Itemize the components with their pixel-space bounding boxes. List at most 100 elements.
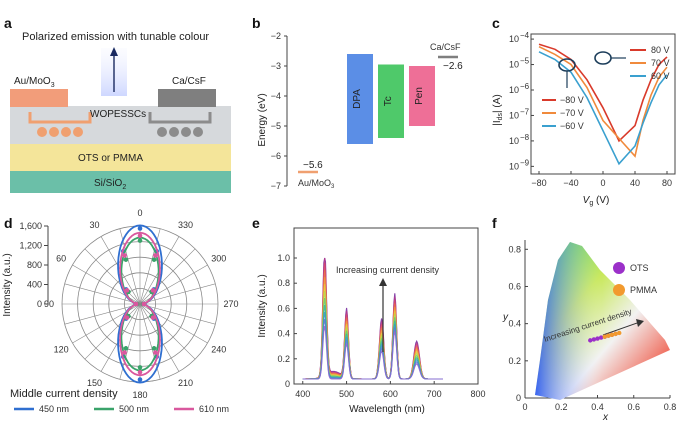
c-legend-left-label: −60 V bbox=[560, 121, 584, 131]
b-ytick-label: −4 bbox=[271, 91, 281, 101]
panel-a: a Polarized emission with tunable colour… bbox=[4, 15, 231, 193]
right-electrode bbox=[158, 89, 216, 107]
d-legend-label: 500 nm bbox=[119, 404, 149, 414]
right-electrode-label: Ca/CsF bbox=[172, 76, 206, 87]
substrate-label: Si/SiO2 bbox=[94, 178, 126, 191]
panel-b-ylabel: Energy (eV) bbox=[257, 93, 268, 146]
f-ytick-label: 0.2 bbox=[508, 356, 521, 366]
d-point-500nm bbox=[151, 346, 157, 351]
substrate-layer bbox=[10, 171, 231, 193]
panel-f: f y 0.80.60.40.200 0.2 0.4 0.6 0.8 Increasin… bbox=[492, 215, 676, 423]
d-point-610nm bbox=[137, 369, 143, 375]
bar-label-dpa: DPA bbox=[352, 89, 363, 109]
d-rtick-label: 400 bbox=[27, 280, 42, 290]
panel-label-d: d bbox=[4, 215, 13, 231]
d-point-500nm bbox=[123, 346, 129, 351]
d-point-450nm bbox=[137, 226, 143, 231]
panel-f-arrow bbox=[602, 321, 641, 336]
left-electrode-label: Au/MoO3 bbox=[14, 76, 55, 89]
d-point-610nm bbox=[153, 350, 158, 355]
panel-label-f: f bbox=[492, 215, 497, 231]
d-point-610nm bbox=[122, 253, 127, 258]
b-ytick-label: −5 bbox=[271, 121, 281, 131]
e-xtick-label: 600 bbox=[383, 389, 398, 399]
c-ytick-exp: −4 bbox=[520, 31, 530, 40]
d-angle-label: 210 bbox=[178, 378, 193, 388]
d-point-450nm bbox=[137, 377, 143, 382]
panel-d-polar: 0 30 60 90 120 150 180 210 240 270 300 330 1,600 1,20… bbox=[19, 208, 238, 400]
f-point-ots bbox=[595, 336, 600, 341]
b-ytick-label: −6 bbox=[271, 151, 281, 161]
d-point-610nm bbox=[153, 253, 158, 258]
d-point-610nm bbox=[150, 288, 156, 293]
d-angle-label: 30 bbox=[89, 220, 99, 230]
c-ytick-exp: −7 bbox=[520, 107, 530, 116]
c-legend-right-label: 80 V bbox=[651, 45, 670, 55]
f-point-pmma bbox=[617, 330, 622, 336]
d-angle-label: 240 bbox=[211, 345, 226, 355]
d-rtick-label: 1,200 bbox=[19, 241, 42, 251]
f-ytick-label: 0.6 bbox=[508, 281, 521, 291]
c-legend-right-label: 60 V bbox=[651, 71, 670, 81]
panel-e: e Intensity (a.u.) 1.0 0.8 0.6 0.4 0.2 0 400 50… bbox=[252, 215, 486, 415]
f-point-pmma bbox=[609, 332, 615, 337]
d-angle-label: 330 bbox=[178, 220, 193, 230]
panel-label-a: a bbox=[4, 15, 12, 31]
d-grid-spoke bbox=[84, 248, 141, 305]
d-fit-610nm bbox=[119, 231, 161, 377]
panel-a-title: Polarized emission with tunable colour bbox=[22, 31, 209, 43]
c-ytick-label: 10 bbox=[509, 110, 519, 120]
f-xtick-label: 0.8 bbox=[664, 402, 677, 412]
e-frame bbox=[293, 227, 479, 385]
panel-f-legend: OTS PMMA bbox=[613, 262, 657, 296]
dielectric-label: OTS or PMMA bbox=[78, 153, 143, 164]
f-point-ots bbox=[588, 338, 593, 343]
f-legend-label: OTS bbox=[630, 263, 649, 273]
panel-c-ylabel: |Ids| (A) bbox=[492, 94, 504, 126]
panel-d-legend: 450 nm 500 nm 610 nm bbox=[14, 404, 229, 414]
polarization-arrowhead bbox=[110, 47, 118, 56]
panel-b-yticks: −2 −3 −4 −5 −6 −7 bbox=[271, 31, 287, 191]
bar-tc bbox=[378, 64, 404, 138]
c-ytick-exp: −5 bbox=[520, 57, 530, 66]
f-point-ots bbox=[591, 337, 597, 342]
e-xtick-label: 400 bbox=[295, 389, 310, 399]
c-xtick-label: 0 bbox=[600, 178, 605, 188]
f-xtick-label: 0 bbox=[522, 402, 527, 412]
panel-e-annotation: Increasing current density bbox=[336, 265, 440, 275]
panel-f-arrowhead bbox=[636, 319, 644, 327]
panel-c: c |Ids| (A) 10−410−510−610−710−810 −9−80−… bbox=[492, 15, 676, 207]
f-ytick-label: 0.4 bbox=[508, 319, 521, 329]
ca-level-value: −2.6 bbox=[443, 61, 463, 72]
panel-e-arrowhead bbox=[379, 278, 387, 286]
c-ytick-exp: −8 bbox=[520, 133, 530, 142]
f-point-pmma bbox=[613, 331, 618, 337]
right-curve-circle bbox=[594, 51, 612, 65]
bar-label-tc: Tc bbox=[383, 96, 394, 106]
d-grid-spoke bbox=[139, 303, 196, 360]
au-level-label: Au/MoO3 bbox=[298, 178, 335, 190]
panel-label-c: c bbox=[492, 15, 500, 31]
panel-c-frame bbox=[530, 33, 676, 175]
d-point-610nm bbox=[124, 315, 130, 320]
f-legend-label: PMMA bbox=[630, 285, 657, 295]
panel-label-e: e bbox=[252, 215, 260, 231]
d-point-610nm bbox=[133, 301, 139, 307]
f-xtick-label: 0.4 bbox=[591, 402, 604, 412]
d-point-500nm bbox=[123, 257, 129, 262]
c-legend-left-label: −70 V bbox=[560, 108, 584, 118]
panel-d: d Intensity (a.u.) 0 30 60 90 120 150 180 210 24… bbox=[2, 208, 239, 414]
panel-f-xlabel: x bbox=[602, 412, 609, 423]
panel-e-spectra bbox=[302, 257, 443, 380]
d-point-500nm bbox=[137, 238, 143, 243]
c-xtick-label: 80 bbox=[662, 178, 672, 188]
e-ytick-label: 0.4 bbox=[277, 329, 290, 339]
d-grid-spoke bbox=[139, 248, 196, 305]
c-ytick-exp: −6 bbox=[520, 82, 530, 91]
d-grid-spoke bbox=[64, 303, 141, 325]
d-point-500nm bbox=[137, 365, 143, 370]
crystal-layer bbox=[10, 106, 231, 144]
panel-c-curves bbox=[538, 43, 668, 166]
f-legend-marker bbox=[613, 284, 625, 296]
